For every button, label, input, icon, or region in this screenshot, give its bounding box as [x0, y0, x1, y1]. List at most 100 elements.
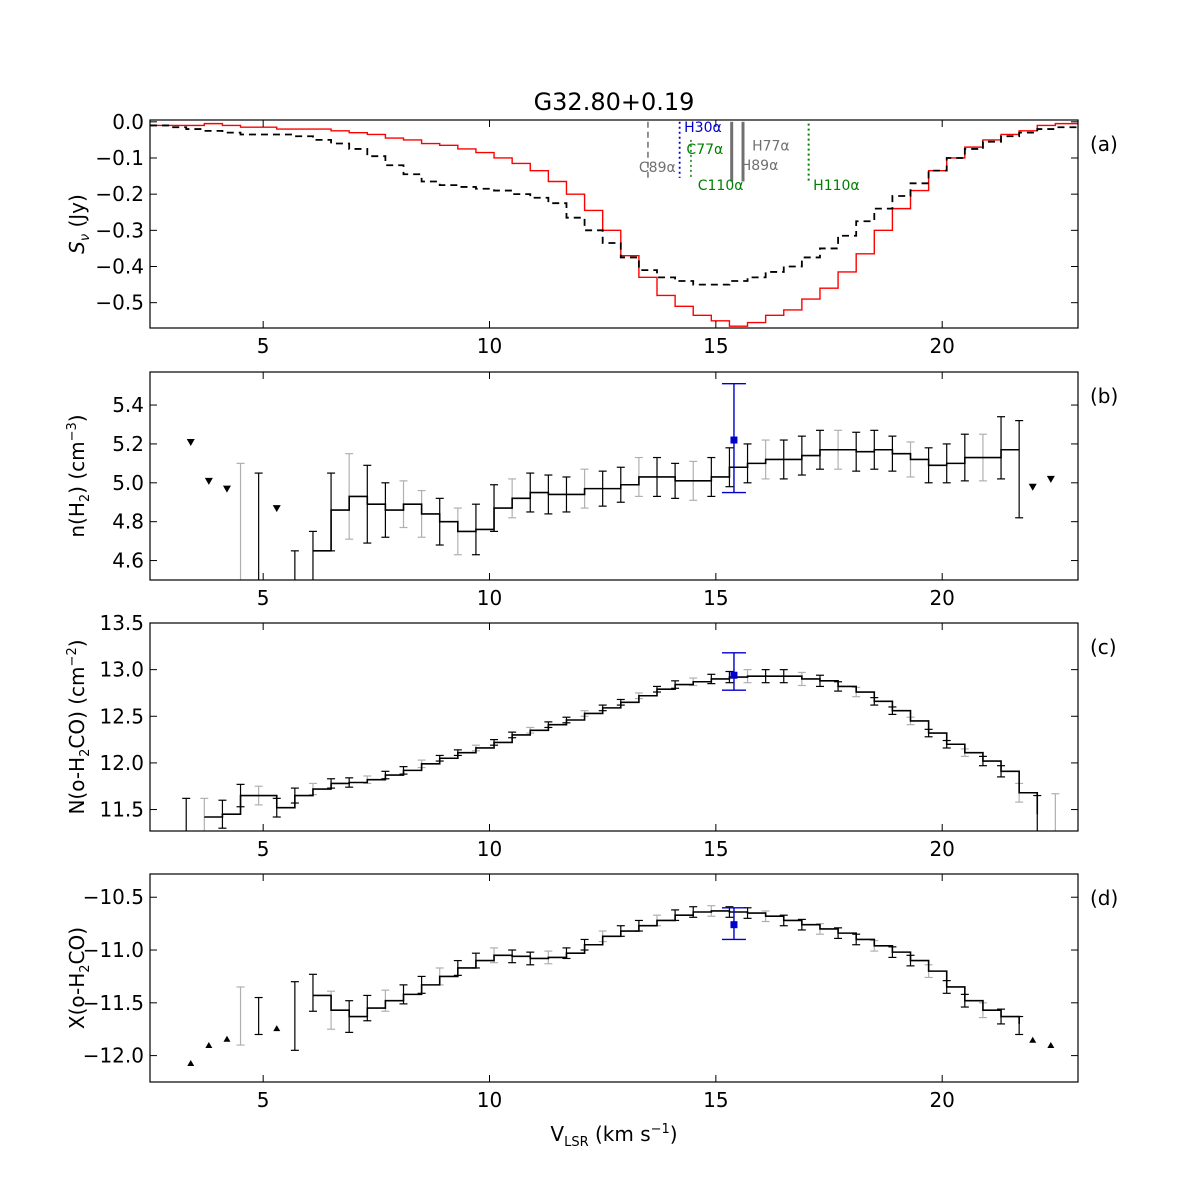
x-tick-label: 10 [477, 586, 502, 610]
upper-limit-marker [1046, 475, 1055, 483]
y-axis-label-part: −2 [65, 647, 80, 666]
line-marker-label: C110α [698, 178, 744, 194]
y-axis-label-part: CO) (cm [65, 666, 89, 748]
y-tick-label: −0.1 [95, 146, 144, 170]
blue-data-point [730, 436, 738, 444]
y-axis-label: X(o-H2CO) [65, 927, 93, 1029]
upper-limit-marker [222, 485, 231, 493]
y-tick-label: 5.2 [112, 432, 144, 456]
y-axis-label-part: ) [65, 639, 89, 647]
panel-label: (a) [1090, 132, 1118, 156]
y-axis-label-part: −3 [65, 422, 80, 441]
x-tick-label: 15 [703, 334, 728, 358]
y-axis-label-part: (Jy) [65, 194, 89, 234]
panel-frame [149, 371, 1079, 581]
panel-label: (d) [1090, 886, 1118, 910]
y-tick-label: 12.5 [99, 704, 144, 728]
x-tick-label: 10 [477, 334, 502, 358]
panel-d: 5 10 15 20 −12.0 −11.5 −11.0 −10.5 (d) X(o-H2CO) [65, 873, 1118, 1112]
y-tick-label: 0.0 [112, 110, 144, 134]
line-marker-label: H110α [813, 178, 859, 194]
x-tick-label: 20 [929, 334, 954, 358]
step-line [312, 448, 1020, 552]
y-tick-label: −0.3 [95, 218, 144, 242]
y-tick-label: 11.5 [99, 798, 144, 822]
y-axis-label: n(H2) (cm−3) [65, 414, 93, 537]
x-tick-label: 10 [477, 1088, 502, 1112]
y-tick-label: 12.0 [99, 751, 144, 775]
x-tick-label: 20 [929, 1088, 954, 1112]
y-tick-label: −11.5 [83, 991, 144, 1015]
y-axis-label-part: N(o-H [65, 757, 89, 815]
panel-label: (c) [1090, 635, 1117, 659]
upper-limit-marker [1028, 483, 1037, 491]
y-tick-label: 13.5 [99, 611, 144, 635]
x-tick-label: 15 [703, 586, 728, 610]
y-axis-label: Sν (Jy) [65, 194, 93, 254]
y-tick-label: 4.8 [112, 510, 144, 534]
step-line [204, 675, 1039, 818]
figure-title: G32.80+0.19 [534, 88, 695, 116]
y-axis-label-part: S [65, 241, 89, 254]
panel-frame [149, 873, 1079, 1083]
y-axis-label-part: 2 [78, 964, 93, 972]
lower-limit-marker [1047, 1042, 1055, 1049]
line-marker-label: H89α [741, 158, 779, 174]
y-axis-label-part: ) (cm [65, 441, 89, 493]
lower-limit-marker [223, 1035, 231, 1042]
panel-b: 5 10 15 20 4.6 4.8 5.0 5.2 5.4 (b) n(H2) (cm−3) [65, 371, 1118, 610]
y-tick-label: −12.0 [83, 1044, 144, 1068]
plot-area [186, 382, 1055, 580]
y-tick-label: 4.6 [112, 549, 144, 573]
x-tick-label: 15 [703, 1088, 728, 1112]
x-tick-label: 20 [929, 837, 954, 861]
y-tick-label: 5.0 [112, 471, 144, 495]
plot-area [150, 121, 1078, 327]
upper-limit-marker [186, 438, 195, 446]
y-tick-label: −11.0 [83, 938, 144, 962]
y-axis-label-part: X(o-H [65, 973, 89, 1029]
upper-limit-marker [204, 477, 213, 485]
y-axis-label-part: 2 [78, 749, 93, 757]
y-axis-label-part: CO) [65, 927, 89, 965]
y-axis-label: N(o-H2CO) (cm−2) [65, 639, 93, 814]
lower-limit-marker [273, 1025, 281, 1032]
x-tick-label: 5 [257, 1088, 270, 1112]
plot-area [182, 652, 1060, 831]
panel-label: (b) [1090, 384, 1118, 408]
line-marker-label: C77α [686, 142, 723, 158]
x-tick-label: 10 [477, 837, 502, 861]
line-marker-label: C89α [639, 160, 676, 176]
step-line [312, 910, 1020, 1024]
blue-data-point [730, 671, 738, 679]
line-marker-label: H77α [752, 138, 790, 154]
panel-a: 5 10 15 20 −0.5 −0.4 −0.3 −0.2 −0.1 0.0 (a) Sν (Jy)… [65, 110, 1118, 358]
line-marker-label: H30α [684, 120, 722, 136]
lower-limit-marker [205, 1042, 213, 1049]
blue-data-point [730, 921, 738, 929]
x-tick-label: 5 [257, 837, 270, 861]
x-axis-label: VLSR (km s−1) [550, 1122, 677, 1150]
y-axis-label-part: 2 [78, 494, 93, 502]
y-tick-label: −10.5 [83, 885, 144, 909]
lower-limit-marker [1029, 1036, 1037, 1043]
panel-c: 5 10 15 20 11.5 12.0 12.5 13.0 13.5 (c) N(o-H2CO) … [65, 611, 1117, 861]
y-tick-label: 5.4 [112, 393, 144, 417]
plot-area [187, 905, 1055, 1066]
y-axis-label-part: n(H [65, 502, 89, 538]
y-tick-label: −0.2 [95, 182, 144, 206]
x-tick-label: 20 [929, 586, 954, 610]
lower-limit-marker [187, 1059, 195, 1066]
series-dashed [150, 124, 1078, 286]
x-tick-label: 15 [703, 837, 728, 861]
x-tick-label: 5 [257, 334, 270, 358]
y-axis-label-part: ) [65, 414, 89, 422]
y-tick-label: −0.5 [95, 291, 144, 315]
upper-limit-marker [272, 505, 281, 513]
panel-frame [149, 119, 1079, 329]
x-tick-label: 5 [257, 586, 270, 610]
y-tick-label: 13.0 [99, 658, 144, 682]
panel-frame [149, 622, 1079, 832]
series-solid [150, 122, 1078, 327]
